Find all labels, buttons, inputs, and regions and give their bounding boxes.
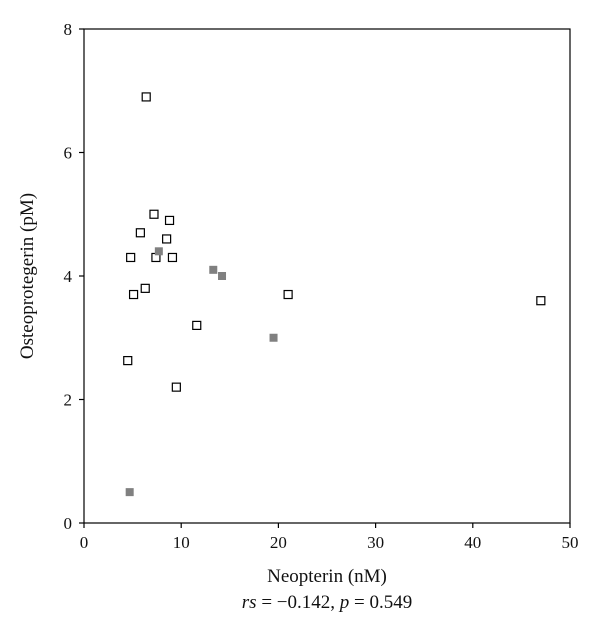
x-tick-label: 40 <box>464 533 481 552</box>
open-square-point <box>123 355 133 366</box>
x-tick-label: 0 <box>80 533 89 552</box>
rs-label: rs <box>242 592 257 613</box>
open-square-point <box>126 252 136 263</box>
open-square-point <box>164 215 175 226</box>
open-square-point <box>171 382 181 392</box>
open-square-point <box>141 92 151 102</box>
plot-area-border <box>83 28 571 524</box>
p-label: p <box>338 592 350 613</box>
y-tick-label: 4 <box>64 267 73 286</box>
filled-square-point <box>154 247 163 256</box>
y-tick-label: 6 <box>64 144 73 163</box>
plot-frame <box>83 28 571 524</box>
y-tick-label: 0 <box>64 514 73 533</box>
x-tick-label: 20 <box>270 533 287 552</box>
y-tick-label: 8 <box>64 20 73 39</box>
x-tick-label: 30 <box>367 533 384 552</box>
open-square-point <box>283 289 293 300</box>
y-axis-ticks: 0 2 4 6 8 <box>64 20 84 533</box>
p-value: = 0.549 <box>349 592 412 613</box>
open-square-point <box>135 228 145 238</box>
y-axis-title: Osteoprotegerin (pM) <box>17 193 38 359</box>
open-square-point <box>128 289 139 300</box>
filled-square-point <box>209 265 218 274</box>
open-square-point <box>149 209 159 219</box>
filled-square-point <box>125 488 134 497</box>
x-axis-ticks: 0 10 20 30 40 50 <box>80 523 579 552</box>
data-points <box>123 92 546 497</box>
open-square-point <box>192 320 202 330</box>
open-square-point <box>140 283 150 293</box>
open-square-point <box>162 234 172 244</box>
filled-square-point <box>269 333 278 342</box>
rs-value: = −0.142, <box>257 592 340 613</box>
open-square-point <box>536 296 546 306</box>
open-square-point <box>167 252 178 263</box>
y-tick-label: 2 <box>64 391 73 410</box>
x-tick-label: 50 <box>562 533 579 552</box>
correlation-annotation: rs = −0.142, p = 0.549 <box>242 592 412 613</box>
x-axis-title: Neopterin (nM) <box>267 566 387 587</box>
x-tick-label: 10 <box>173 533 190 552</box>
filled-square-point <box>218 272 227 280</box>
